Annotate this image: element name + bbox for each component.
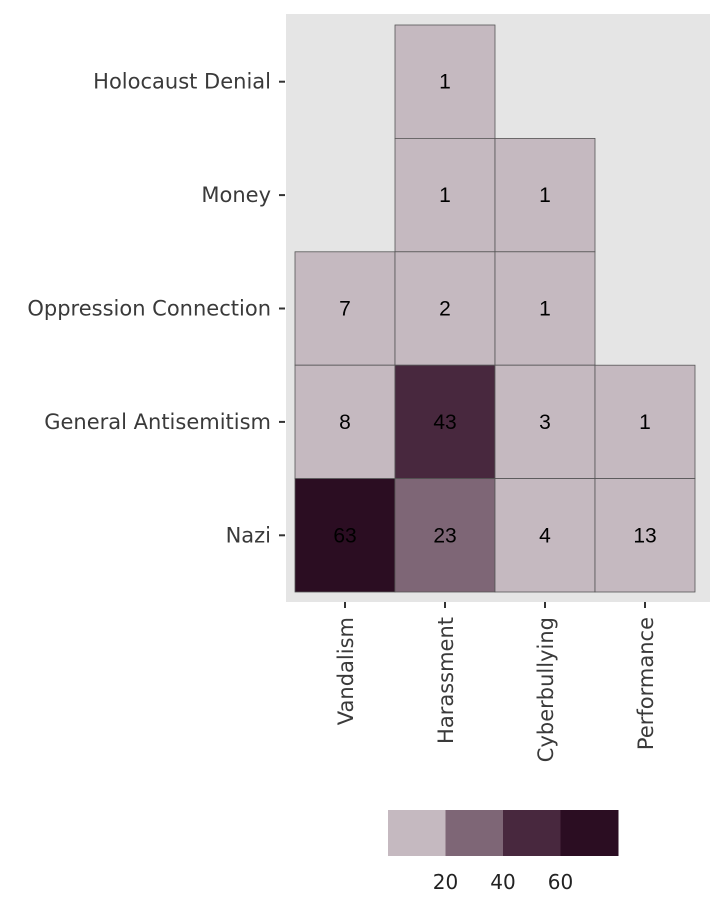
cell-value-label: 4: [539, 524, 551, 547]
x-tick-label: Cyberbullying: [534, 617, 558, 762]
heatmap-cell: [394, 24, 496, 139]
cell-value-label: 43: [433, 411, 456, 434]
color-legend: 20 40 60: [388, 810, 619, 894]
cell-value-label: 63: [333, 524, 356, 547]
cell-value-label: 13: [633, 524, 656, 547]
cell-value-label: 1: [539, 298, 551, 321]
y-tick-label: General Antisemitism: [44, 410, 271, 434]
heatmap-cell: [294, 478, 396, 593]
cell-value-label: 1: [539, 184, 551, 207]
heatmap-cell: [394, 364, 496, 480]
x-tick-label: Vandalism: [334, 617, 358, 725]
cell-value-label: 1: [639, 411, 651, 434]
cell-value-label: 1: [439, 184, 451, 207]
cell-value-label: 8: [339, 411, 351, 434]
y-tick-label: Money: [201, 183, 271, 207]
cell-value-label: 1: [439, 71, 451, 94]
legend-color-swatch: [445, 810, 504, 856]
cell-value-label: 3: [539, 411, 551, 434]
heatmap-cell: [594, 478, 696, 593]
legend-tick-label: 60: [548, 870, 573, 894]
heatmap-cells: 1 1 1 7 2 1 8 43 3 1 63 23 4 13: [294, 24, 696, 593]
heatmap-cell: [294, 251, 396, 366]
legend-color-swatch: [560, 810, 619, 856]
heatmap-cell: [494, 364, 596, 480]
x-tick-label: Harassment: [434, 617, 458, 744]
y-tick-label: Nazi: [226, 523, 271, 547]
x-tick-label: Performance: [634, 617, 658, 750]
y-tick-label: Holocaust Denial: [93, 70, 271, 94]
x-axis: Vandalism Harassment Cyberbullying Performa…: [334, 602, 658, 762]
heatmap-cell: [294, 364, 396, 480]
y-tick-label: Oppression Connection: [27, 297, 271, 321]
heatmap-cell: [394, 478, 496, 593]
heatmap-cell: [494, 137, 596, 253]
y-axis: Holocaust Denial Money Oppression Connecti…: [27, 70, 285, 547]
legend-color-swatch: [503, 810, 561, 856]
cell-value-label: 7: [339, 298, 351, 321]
heatmap-cell: [494, 478, 596, 593]
legend-tick-label: 40: [490, 870, 515, 894]
legend-tick-label: 20: [433, 870, 458, 894]
cell-value-label: 2: [439, 298, 451, 321]
legend-color-swatch: [388, 810, 446, 856]
heatmap-cell: [394, 251, 496, 366]
cell-value-label: 23: [433, 524, 456, 547]
